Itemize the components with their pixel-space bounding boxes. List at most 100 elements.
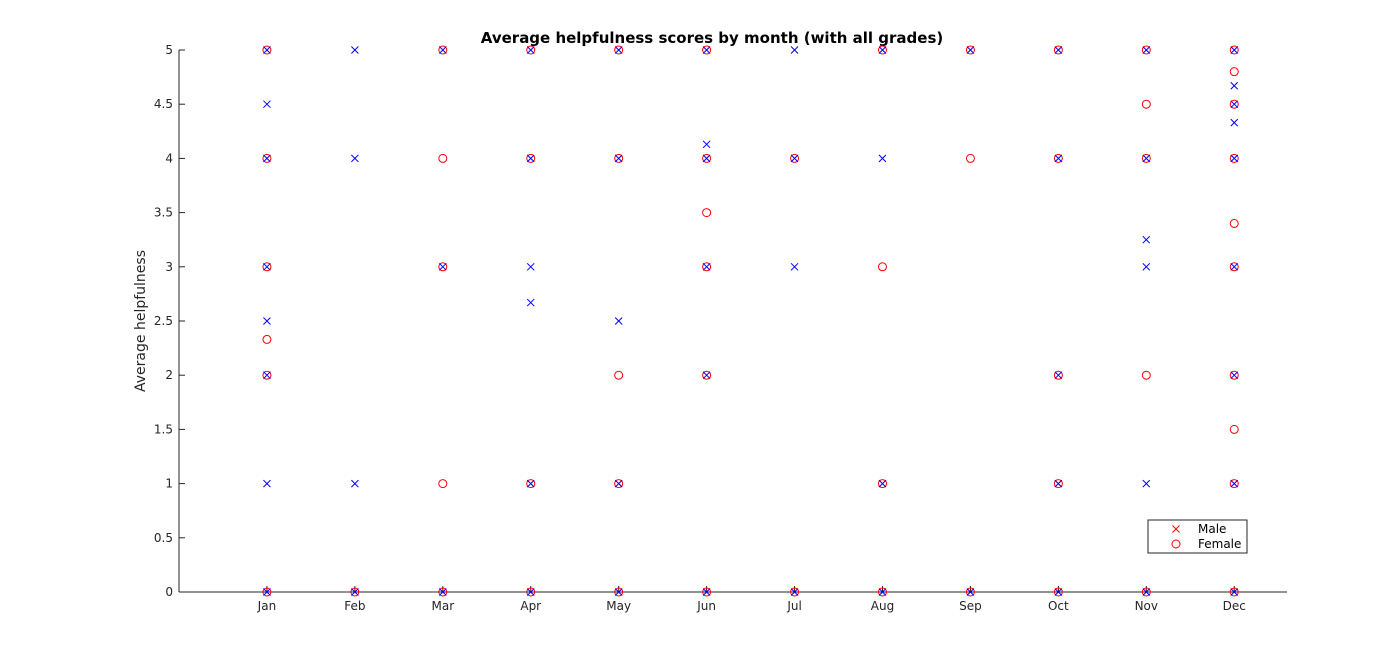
data-point-female xyxy=(877,45,887,55)
data-point-male xyxy=(1230,100,1239,109)
data-point-female xyxy=(790,587,800,597)
data-point-male xyxy=(878,154,887,163)
data-point-male xyxy=(1142,46,1151,54)
data-point-male xyxy=(1142,262,1151,271)
data-point-male xyxy=(1054,46,1063,54)
data-point-female xyxy=(614,153,624,163)
data-point-male xyxy=(1142,154,1151,163)
data-point-male xyxy=(526,479,535,488)
data-point-male xyxy=(790,262,799,271)
data-point-male xyxy=(614,317,623,325)
data-point-female xyxy=(526,45,536,55)
data-point-female xyxy=(965,45,975,55)
data-point-male xyxy=(1230,81,1239,90)
data-point-male xyxy=(614,479,623,488)
data-point-male xyxy=(702,262,711,271)
data-point-female xyxy=(1229,67,1239,77)
data-point-female xyxy=(1141,587,1151,597)
data-point-male xyxy=(438,262,447,271)
data-point-male xyxy=(1230,46,1239,54)
data-point-male xyxy=(438,588,447,596)
data-point-male xyxy=(702,371,711,380)
data-point-female xyxy=(526,153,536,163)
x-tick-label: Jan xyxy=(257,599,277,613)
legend-marker-female xyxy=(1171,539,1181,549)
data-point-female xyxy=(702,208,712,218)
data-point-female xyxy=(1053,479,1063,489)
data-point-female xyxy=(877,262,887,272)
data-point-female xyxy=(438,153,448,163)
x-tick-label: Aug xyxy=(871,599,894,613)
x-tick-label: Apr xyxy=(520,599,541,613)
data-point-male xyxy=(526,262,535,271)
data-point-female xyxy=(1229,218,1239,228)
series-female xyxy=(262,45,1239,597)
data-point-female xyxy=(614,45,624,55)
data-point-female xyxy=(1229,262,1239,272)
data-point-female xyxy=(350,587,360,597)
data-point-male xyxy=(263,100,271,109)
data-point-female xyxy=(614,370,624,380)
data-point-female xyxy=(262,334,272,344)
x-tick-label: Nov xyxy=(1135,599,1158,613)
data-point-female xyxy=(438,587,448,597)
data-point-female xyxy=(790,153,800,163)
data-point-male xyxy=(351,46,359,54)
data-point-male xyxy=(351,154,359,163)
legend-marker-male xyxy=(1172,525,1180,533)
x-tick-label: May xyxy=(606,599,631,613)
data-point-female xyxy=(262,262,272,272)
data-point-male xyxy=(702,154,711,163)
data-point-male xyxy=(1230,588,1239,596)
data-point-female xyxy=(614,479,624,489)
data-point-female xyxy=(1229,99,1239,109)
data-point-male xyxy=(526,154,535,163)
data-point-male xyxy=(526,298,535,307)
data-point-female xyxy=(438,479,448,489)
axes xyxy=(178,50,1287,593)
data-point-female xyxy=(877,587,887,597)
data-point-female xyxy=(438,45,448,55)
data-point-female xyxy=(1053,587,1063,597)
data-point-female xyxy=(438,262,448,272)
data-point-male xyxy=(438,46,447,54)
data-point-male xyxy=(1230,479,1239,488)
data-point-female xyxy=(262,153,272,163)
data-point-female xyxy=(1053,153,1063,163)
data-point-male xyxy=(1230,371,1239,380)
data-point-female xyxy=(1141,153,1151,163)
data-point-male xyxy=(263,479,271,488)
data-point-female xyxy=(877,479,887,489)
x-tick-label: Oct xyxy=(1048,599,1069,613)
data-point-male xyxy=(263,46,271,54)
data-point-male xyxy=(702,140,711,149)
data-point-male xyxy=(1230,118,1239,127)
data-point-male xyxy=(878,588,887,596)
data-point-male xyxy=(614,588,623,596)
y-tick-label: 3 xyxy=(165,260,173,274)
data-point-female xyxy=(1229,153,1239,163)
data-point-male xyxy=(1142,479,1151,488)
y-tick-label: 2.5 xyxy=(154,314,173,328)
y-axis-label: Average helpfulness xyxy=(133,250,149,392)
data-point-female xyxy=(702,587,712,597)
data-point-male xyxy=(1054,371,1063,380)
data-point-female xyxy=(1141,45,1151,55)
y-tick-label: 5 xyxy=(165,43,173,57)
data-point-female xyxy=(1229,479,1239,489)
data-point-female xyxy=(526,587,536,597)
x-tick-label: Dec xyxy=(1223,599,1246,613)
data-point-male xyxy=(263,262,271,271)
data-point-female xyxy=(965,587,975,597)
series-male xyxy=(263,46,1239,596)
data-point-female xyxy=(614,587,624,597)
data-point-male xyxy=(1142,235,1151,244)
data-point-male xyxy=(1230,262,1239,271)
y-tick-label: 4.5 xyxy=(154,97,173,111)
x-tick-label: Jul xyxy=(786,599,801,613)
legend-label-male: Male xyxy=(1198,522,1226,536)
data-point-female xyxy=(1229,45,1239,55)
data-point-male xyxy=(1142,588,1151,596)
